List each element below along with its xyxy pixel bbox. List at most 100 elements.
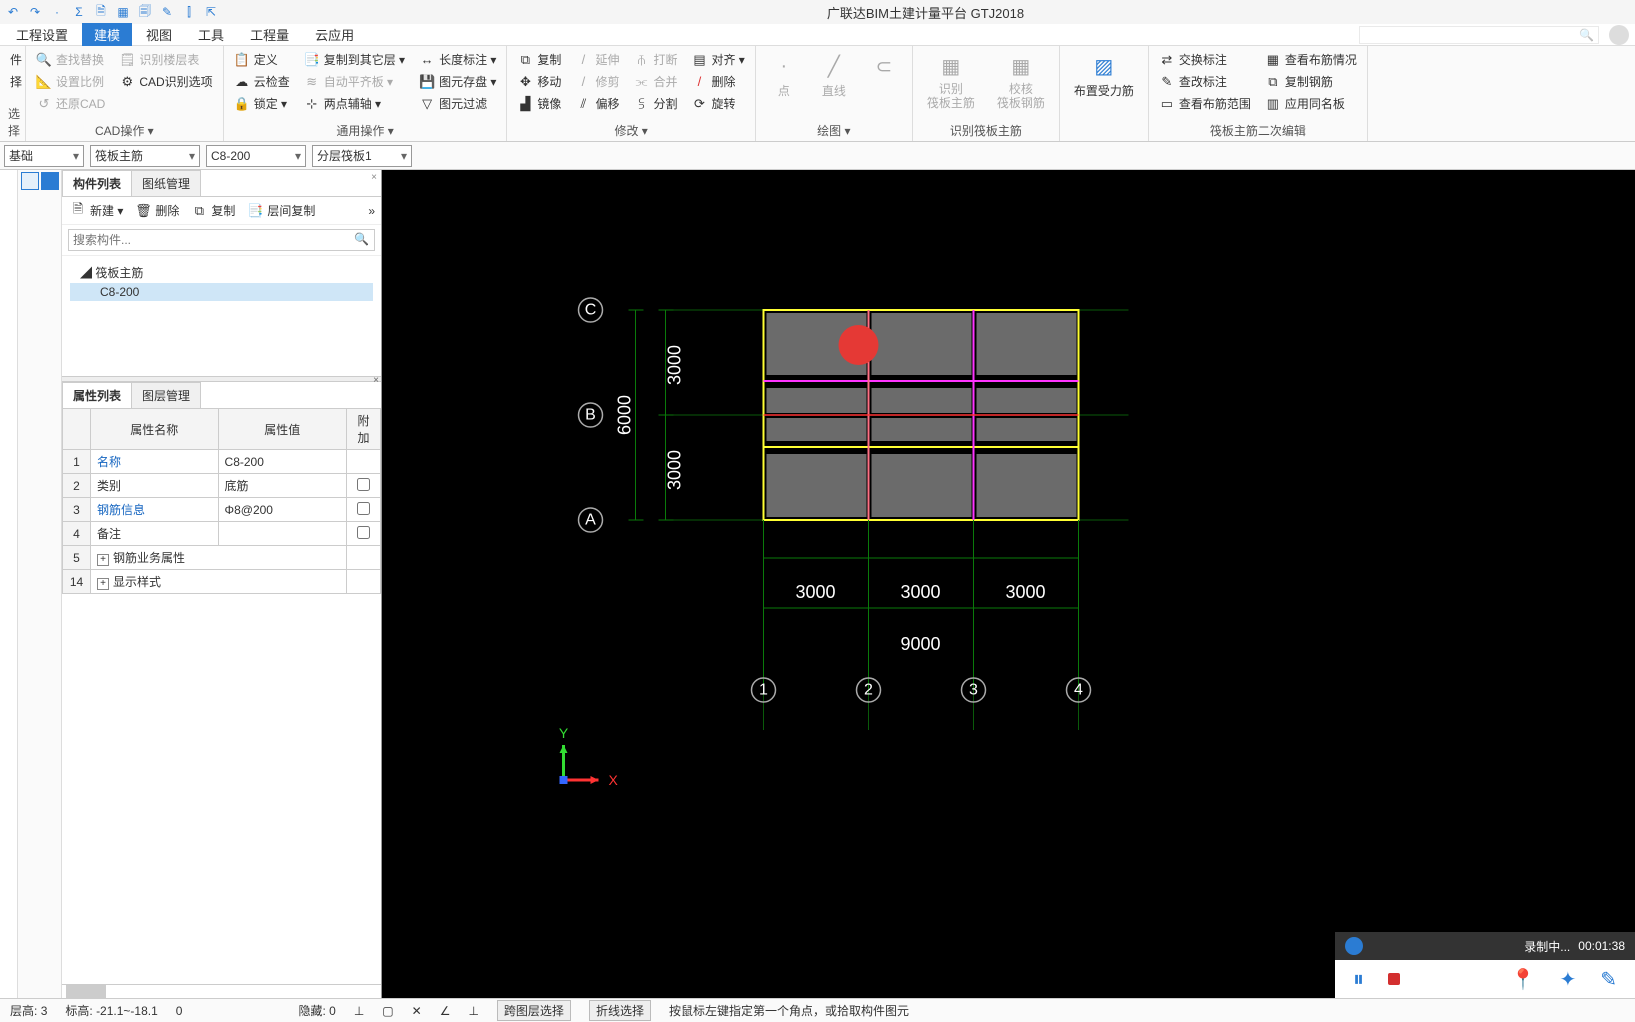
save-element-btn[interactable]: 💾图元存盘 ▾ [417,72,498,91]
marker-icon[interactable]: 📍 [1511,967,1536,992]
ortho-icon[interactable]: ▢ [382,1004,393,1018]
extra-checkbox[interactable] [357,478,370,491]
redo-icon[interactable]: ↷ [26,3,44,21]
trim-btn[interactable]: /修剪 [573,72,621,91]
delete-btn[interactable]: /删除 [689,72,746,91]
search-icon[interactable]: 🔍 [354,232,369,246]
pause-icon[interactable]: ⏸ [1353,966,1364,992]
recognize-rebar-btn[interactable]: ▦识别筏板主筋 [921,48,981,115]
stop-icon[interactable] [1388,973,1400,985]
menu-tools[interactable]: 工具 [186,23,236,46]
component-search-input[interactable] [68,229,375,251]
snap-icon[interactable]: ⊥ [354,1004,364,1018]
table-row[interactable]: 1名称C8-200 [63,450,381,474]
element-select[interactable]: C8-200 [206,145,306,167]
line-btn[interactable]: ╱直线 [814,48,854,103]
webcam-icon[interactable] [1345,937,1363,955]
menu-view[interactable]: 视图 [134,23,184,46]
ribbon-search[interactable]: 🔍 [1359,26,1599,44]
grid-icon[interactable]: ⫿ [180,3,198,21]
tool1-icon[interactable]: ✦ [1559,967,1576,992]
doc-icon[interactable]: 🗎 [92,3,110,21]
select-btn[interactable]: 件 [8,50,24,69]
ribbon-search-input[interactable] [1364,29,1579,41]
category-select[interactable]: 筏板主筋 [90,145,200,167]
menu-modeling[interactable]: 建模 [82,23,132,46]
polyline-select-btn[interactable]: 折线选择 [589,1000,651,1021]
perp-icon[interactable]: ⊥ [468,1004,478,1018]
panel-view-toggle[interactable] [41,172,59,190]
floor-table-btn[interactable]: 🗒识别楼层表 [117,50,214,69]
tab-drawing-mgmt[interactable]: 图纸管理 [131,170,201,196]
auto-level-btn[interactable]: ≋自动平齐板 ▾ [302,72,407,91]
cloud-check-btn[interactable]: ☁云检查 [232,72,292,91]
layout-rebar-btn[interactable]: ▨布置受力筋 [1068,48,1140,103]
edit-annotation-btn[interactable]: ✎查改标注 [1157,72,1253,91]
apply-same-name-btn[interactable]: ▥应用同名板 [1263,94,1359,113]
left-collapsed-panel[interactable] [0,170,18,998]
delete-component-btn[interactable]: 🗑删除 [133,201,181,220]
table-row[interactable]: 3钢筋信息Φ8@200 [63,498,381,522]
pencil-icon[interactable]: ✎ [158,3,176,21]
cross-layer-select-btn[interactable]: 跨图层选择 [497,1000,571,1021]
menu-cloud[interactable]: 云应用 [303,23,366,46]
new-component-btn[interactable]: 🗎新建 ▾ [68,201,125,220]
tab-component-list[interactable]: 构件列表 [62,170,132,196]
export-icon[interactable]: ⇱ [202,3,220,21]
sublayer-select[interactable]: 分层筏板1 [312,145,412,167]
angle-icon[interactable]: ∠ [440,1004,451,1018]
extra-checkbox[interactable] [357,502,370,515]
drawing-canvas[interactable]: C B A 1 2 3 4 3000 3000 6000 3000 3000 3… [382,170,1635,998]
table-row[interactable]: 14+显示样式 [63,570,381,594]
tree-child[interactable]: C8-200 [70,283,373,301]
panel-splitter[interactable]: × [62,376,381,382]
table-row[interactable]: 4备注 [63,522,381,546]
point-btn[interactable]: ·点 [764,48,804,103]
tab-property-list[interactable]: 属性列表 [62,382,132,408]
view-range-btn[interactable]: ▭查看布筋范围 [1157,94,1253,113]
mirror-btn[interactable]: ▟镜像 [515,94,563,113]
break-btn[interactable]: ⫚打断 [631,50,679,69]
copy-rebar-btn[interactable]: ⧉复制钢筋 [1263,72,1359,91]
sheet-icon[interactable]: 🗐 [136,3,154,21]
more-icon[interactable]: » [368,204,375,218]
close-icon[interactable]: × [373,375,379,386]
extend-btn[interactable]: /延伸 [573,50,621,69]
verify-rebar-btn[interactable]: ▦校核筏板钢筋 [991,48,1051,115]
table-row[interactable]: 2类别底筋 [63,474,381,498]
pen-icon[interactable]: ✎ [1600,967,1617,992]
cross-icon[interactable]: ✕ [412,1004,422,1018]
lock-btn[interactable]: 🔒锁定 ▾ [232,94,292,113]
move-btn[interactable]: ✥移动 [515,72,563,91]
find-replace-btn[interactable]: 🔍查找替换 [34,50,107,69]
table-icon[interactable]: ▦ [114,3,132,21]
rotate-btn[interactable]: ⟳旋转 [689,94,746,113]
set-scale-btn[interactable]: 📐设置比例 [34,72,107,91]
list-view-toggle[interactable] [21,172,39,190]
menu-project-settings[interactable]: 工程设置 [4,23,80,46]
search-icon[interactable]: 🔍 [1579,28,1594,42]
swap-annotation-btn[interactable]: ⇄交换标注 [1157,50,1253,69]
expand-icon[interactable]: + [97,578,109,590]
cad-options-btn[interactable]: ⚙CAD识别选项 [117,72,214,91]
aux-axis-btn[interactable]: ⊹两点辅轴 ▾ [302,94,407,113]
merge-btn[interactable]: ⫘合并 [631,72,679,91]
filter-btn[interactable]: ▽图元过滤 [417,94,498,113]
copy-to-layer-btn[interactable]: 📑复制到其它层 ▾ [302,50,407,69]
sigma-icon[interactable]: Σ [70,3,88,21]
tab-layer-mgmt[interactable]: 图层管理 [131,382,201,408]
extra-checkbox[interactable] [357,526,370,539]
tree-root[interactable]: ◢ 筏板主筋 [70,262,373,283]
length-dim-btn[interactable]: ↔长度标注 ▾ [417,50,498,69]
split-btn[interactable]: ⫓分割 [631,94,679,113]
select-mode-btn[interactable]: 择 [8,72,24,91]
offset-btn[interactable]: ⫽偏移 [573,94,621,113]
restore-cad-btn[interactable]: ↺还原CAD [34,94,107,113]
view-rebar-btn[interactable]: ▦查看布筋情况 [1263,50,1359,69]
horizontal-scrollbar[interactable] [62,984,381,998]
level-select[interactable]: 基础 [4,145,84,167]
arc-btn[interactable]: ⊂ [864,48,904,84]
undo-icon[interactable]: ↶ [4,3,22,21]
menu-quantity[interactable]: 工程量 [238,23,301,46]
expand-icon[interactable]: + [97,554,109,566]
